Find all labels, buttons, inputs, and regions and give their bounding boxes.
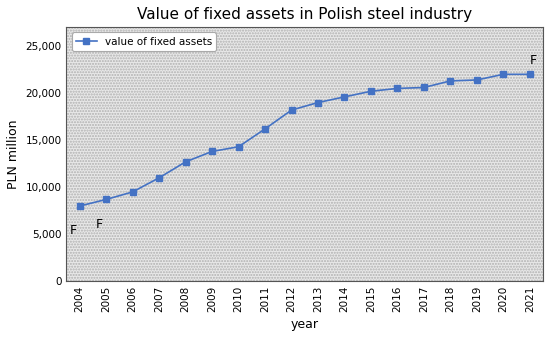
Legend: value of fixed assets: value of fixed assets	[72, 32, 217, 51]
Y-axis label: PLN million: PLN million	[7, 120, 20, 189]
value of fixed assets	[262, 127, 268, 131]
value of fixed assets	[474, 78, 480, 82]
value of fixed assets	[129, 190, 136, 194]
value of fixed assets	[288, 108, 295, 112]
X-axis label: year: year	[291, 318, 319, 331]
Text: F: F	[530, 54, 537, 67]
Line: value of fixed assets: value of fixed assets	[77, 72, 532, 209]
Text: F: F	[69, 224, 76, 237]
Text: F: F	[96, 218, 103, 231]
value of fixed assets	[367, 89, 374, 93]
value of fixed assets	[156, 176, 162, 180]
Title: Value of fixed assets in Polish steel industry: Value of fixed assets in Polish steel in…	[137, 7, 472, 22]
value of fixed assets	[341, 95, 348, 99]
value of fixed assets	[315, 100, 321, 104]
value of fixed assets	[76, 204, 83, 208]
value of fixed assets	[447, 79, 454, 83]
value of fixed assets	[235, 145, 242, 149]
value of fixed assets	[209, 149, 216, 153]
value of fixed assets	[183, 160, 189, 164]
value of fixed assets	[421, 86, 427, 90]
value of fixed assets	[500, 72, 507, 76]
value of fixed assets	[103, 197, 109, 201]
value of fixed assets	[526, 72, 533, 76]
value of fixed assets	[394, 87, 401, 91]
